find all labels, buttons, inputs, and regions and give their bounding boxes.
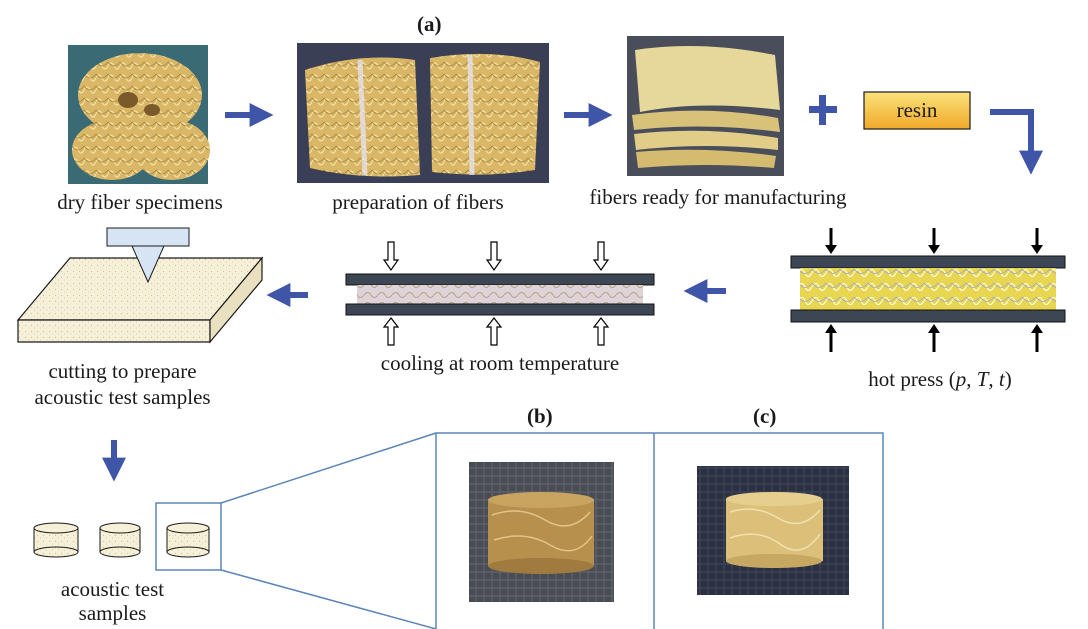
acoustic-samples — [33, 522, 210, 558]
resin-label: resin — [896, 98, 938, 122]
sample-c-photo — [697, 466, 849, 595]
cutting-block — [16, 256, 264, 344]
ready-fibers-photo — [627, 36, 784, 176]
cutting-label-line1: cutting to prepare — [48, 359, 197, 383]
sample-cylinder — [166, 522, 210, 558]
hot-press-label: hot press (p, T, t) — [868, 367, 1012, 391]
preparation-label: preparation of fibers — [332, 190, 504, 214]
plus-icon — [809, 95, 837, 125]
zoom-line-bottom — [220, 569, 437, 629]
zoom-line-top — [220, 432, 437, 504]
samples-label-line2: samples — [78, 601, 147, 625]
hot-press — [790, 228, 1066, 352]
dry-fiber-photo — [68, 45, 210, 184]
selection-frame — [155, 502, 222, 571]
cooling-press — [345, 241, 655, 346]
cutter-icon — [106, 227, 190, 284]
samples-label-line1: acoustic test — [60, 577, 165, 601]
dry-fiber-label: dry fiber specimens — [57, 190, 223, 214]
panel-b-label: (b) — [527, 404, 553, 428]
cooling-label: cooling at room temperature — [380, 351, 620, 375]
sample-cylinder — [99, 522, 141, 558]
ready-fibers-label: fibers ready for manufacturing — [589, 185, 847, 209]
panel-c-label: (c) — [753, 404, 777, 428]
sample-cylinder — [33, 522, 79, 558]
resin-box — [863, 91, 971, 130]
panel-a-label: (a) — [417, 12, 442, 36]
sample-b-photo — [469, 462, 614, 602]
preparation-photo — [297, 43, 549, 183]
cutting-label-line2: acoustic test samples — [34, 385, 211, 409]
arrow-elbow — [990, 109, 1043, 175]
